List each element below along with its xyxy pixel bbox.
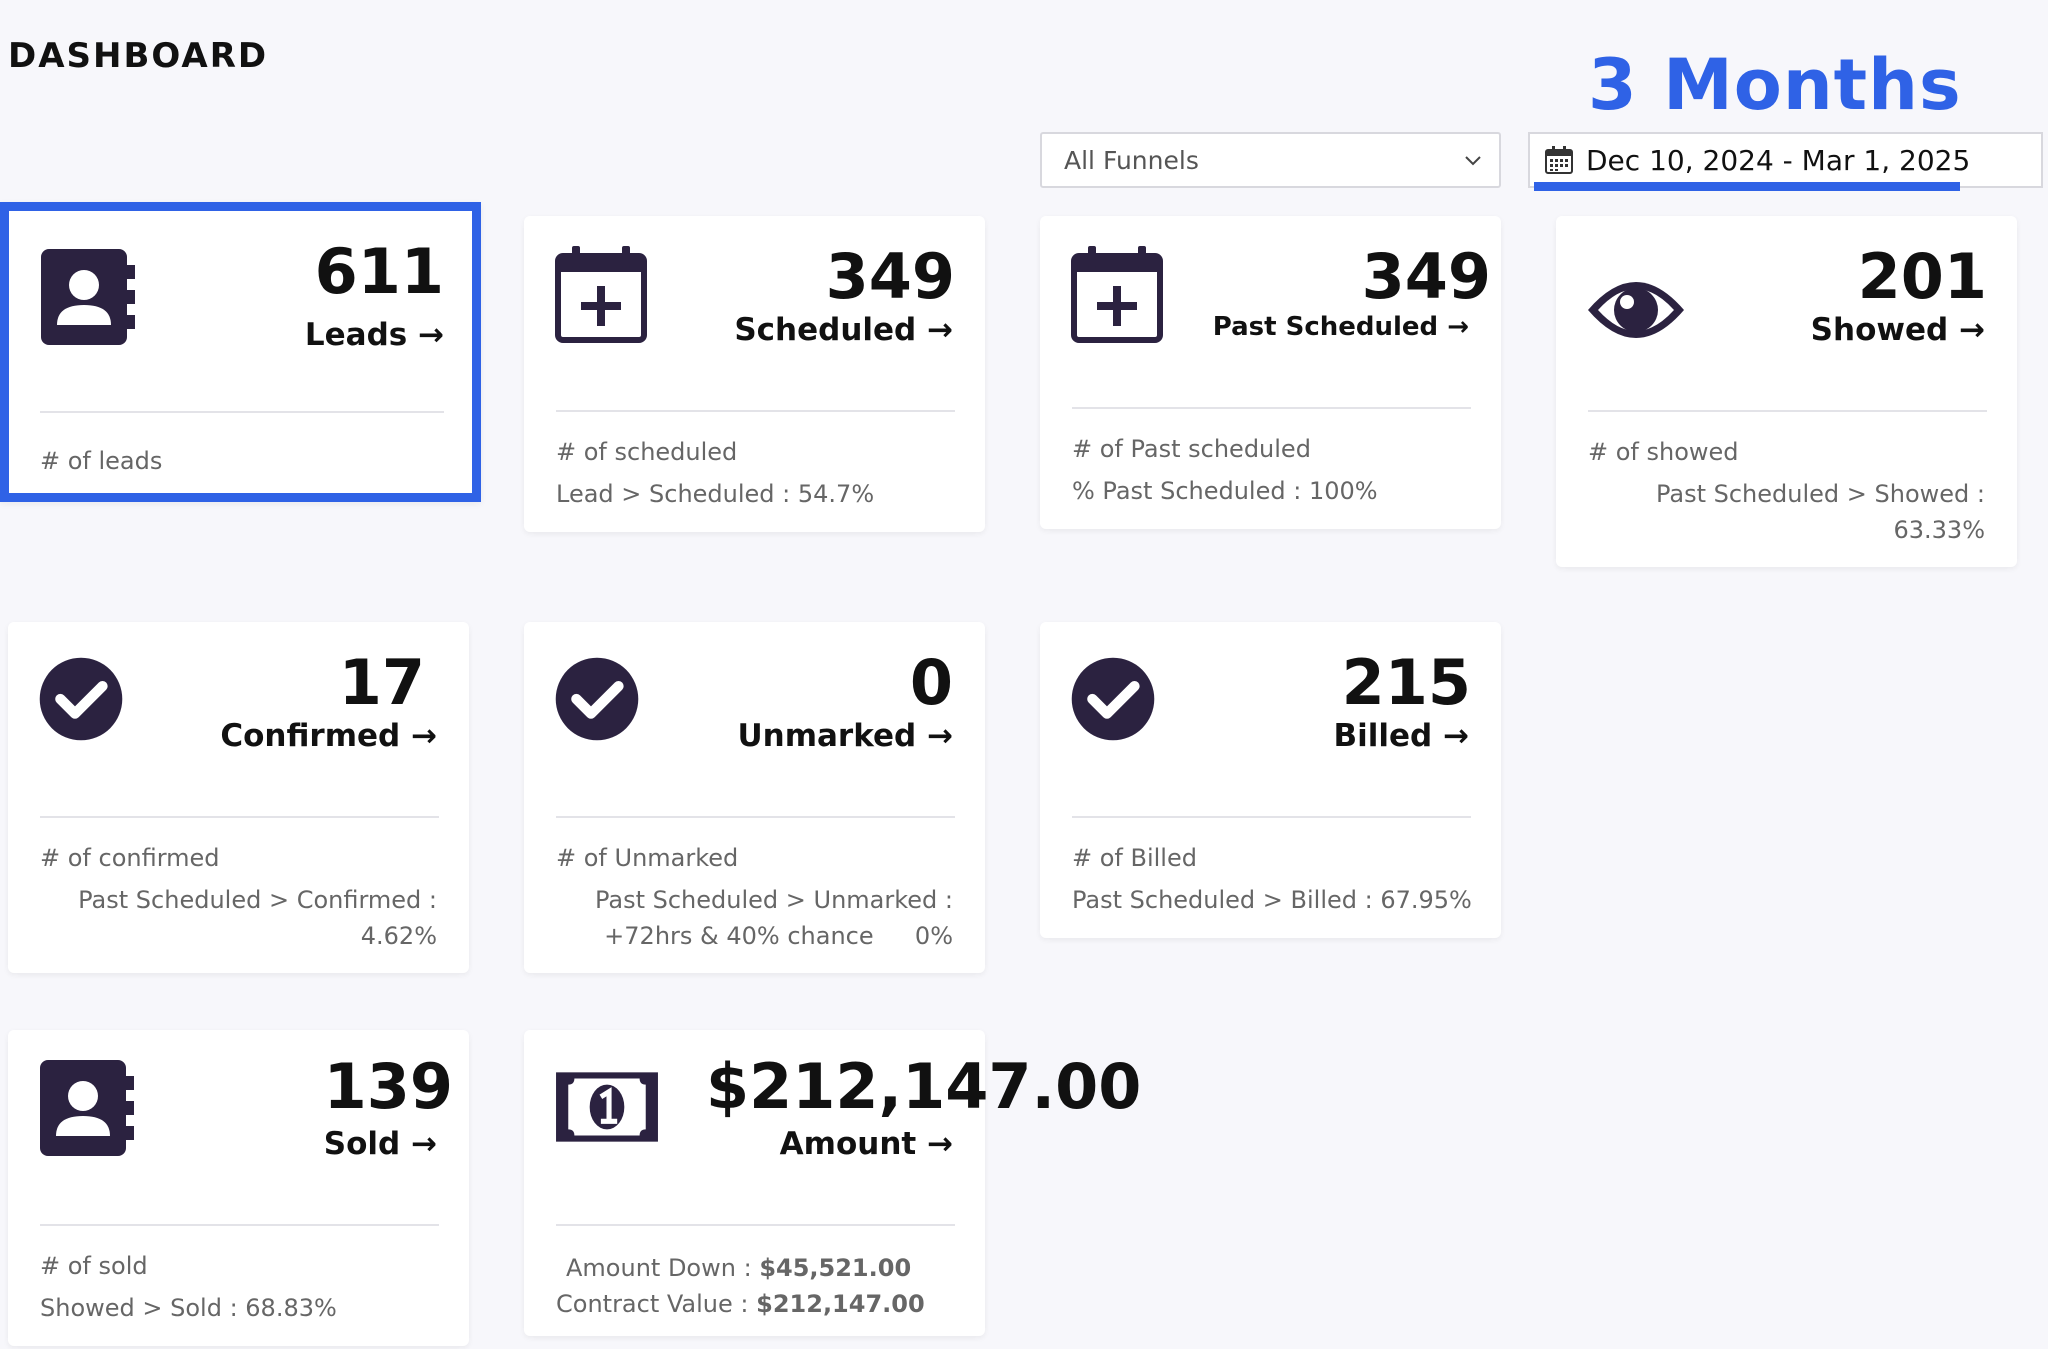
leads-count: 611	[314, 235, 444, 308]
divider	[40, 1224, 439, 1226]
unmarked-ratio-label: Past Scheduled > Unmarked :	[594, 886, 953, 914]
past-scheduled-count: 349	[1361, 240, 1491, 313]
amount-value: $212,147.00	[706, 1050, 1142, 1123]
check-circle-icon	[1071, 657, 1155, 741]
past-scheduled-link[interactable]: Past Scheduled →	[1212, 312, 1469, 342]
confirmed-count: 17	[338, 646, 425, 719]
unmarked-ratio-line2: +72hrs & 40% chance 0%	[595, 918, 953, 954]
dollar-bill-icon	[556, 1072, 658, 1142]
divider	[40, 816, 439, 818]
showed-link[interactable]: Showed →	[1810, 312, 1985, 348]
sold-caption: # of sold	[40, 1252, 148, 1280]
page-title: DASHBOARD	[8, 36, 269, 76]
divider	[1588, 410, 1987, 412]
divider	[556, 816, 955, 818]
divider	[40, 411, 444, 413]
amount-down-value: $45,521.00	[759, 1254, 912, 1282]
date-range-value: Dec 10, 2024 - Mar 1, 2025	[1586, 143, 1971, 177]
billed-caption: # of Billed	[1072, 844, 1197, 872]
check-circle-icon	[555, 657, 639, 741]
card-billed[interactable]: 215 Billed → # of Billed Past Scheduled …	[1040, 622, 1501, 938]
card-scheduled[interactable]: 349 Scheduled → # of scheduled Lead > Sc…	[524, 216, 985, 532]
confirmed-ratio: Past Scheduled > Confirmed : 4.62%	[78, 882, 437, 954]
contract-value-amount: $212,147.00	[756, 1290, 925, 1318]
amount-down-row: Amount Down : $45,521.00	[556, 1250, 925, 1286]
contract-value-label: Contract Value :	[556, 1290, 749, 1318]
billed-count: 215	[1341, 646, 1471, 719]
showed-ratio-label: Past Scheduled > Showed :	[1655, 480, 1985, 508]
chevron-down-icon	[1465, 156, 1481, 166]
leads-link[interactable]: Leads →	[304, 317, 444, 353]
contact-book-icon	[41, 249, 135, 345]
divider	[556, 410, 955, 412]
billed-link[interactable]: Billed →	[1333, 718, 1470, 754]
calendar-plus-icon	[555, 246, 647, 343]
card-confirmed[interactable]: 17 Confirmed → # of confirmed Past Sched…	[8, 622, 469, 973]
contract-value-row: Contract Value : $212,147.00	[556, 1286, 925, 1322]
confirmed-ratio-label: Past Scheduled > Confirmed :	[78, 886, 437, 914]
amount-details: Amount Down : $45,521.00 Contract Value …	[556, 1250, 925, 1322]
divider	[556, 1224, 955, 1226]
showed-caption: # of showed	[1588, 438, 1739, 466]
past-scheduled-ratio: % Past Scheduled : 100%	[1072, 477, 1378, 505]
confirmed-link[interactable]: Confirmed →	[220, 718, 437, 754]
unmarked-ratio: Past Scheduled > Unmarked : +72hrs & 40%…	[595, 882, 953, 954]
sold-link[interactable]: Sold →	[323, 1126, 437, 1162]
calendar-plus-icon	[1071, 246, 1163, 343]
funnel-select[interactable]: All Funnels	[1040, 132, 1501, 188]
divider	[1072, 407, 1471, 409]
showed-count: 201	[1857, 240, 1987, 313]
funnel-select-value: All Funnels	[1064, 145, 1199, 175]
unmarked-chance-text: +72hrs & 40% chance	[604, 922, 874, 950]
confirmed-ratio-value: 4.62%	[360, 922, 437, 950]
scheduled-caption: # of scheduled	[556, 438, 738, 466]
past-scheduled-caption: # of Past scheduled	[1072, 435, 1311, 463]
annotation-label: 3 Months	[1588, 44, 1962, 126]
scheduled-count: 349	[825, 240, 955, 313]
card-past-scheduled[interactable]: 349 Past Scheduled → # of Past scheduled…	[1040, 216, 1501, 529]
contact-book-icon	[40, 1060, 134, 1156]
leads-caption: # of leads	[40, 447, 163, 475]
scheduled-ratio: Lead > Scheduled : 54.7%	[556, 480, 875, 508]
calendar-icon	[1545, 146, 1573, 174]
unmarked-count: 0	[909, 646, 953, 719]
sold-count: 139	[323, 1050, 453, 1123]
card-leads[interactable]: 611 Leads → # of leads	[0, 202, 481, 502]
scheduled-link[interactable]: Scheduled →	[734, 312, 953, 348]
eye-icon	[1588, 282, 1684, 338]
divider	[1072, 816, 1471, 818]
unmarked-ratio-value: 0%	[914, 922, 953, 950]
check-circle-icon	[39, 657, 123, 741]
showed-ratio: Past Scheduled > Showed : 63.33%	[1656, 476, 1985, 548]
card-sold[interactable]: 139 Sold → # of sold Showed > Sold : 68.…	[8, 1030, 469, 1346]
amount-link[interactable]: Amount →	[779, 1126, 953, 1162]
billed-ratio: Past Scheduled > Billed : 67.95%	[1072, 886, 1472, 914]
unmarked-caption: # of Unmarked	[556, 844, 739, 872]
card-unmarked[interactable]: 0 Unmarked → # of Unmarked Past Schedule…	[524, 622, 985, 973]
confirmed-caption: # of confirmed	[40, 844, 220, 872]
card-amount[interactable]: $212,147.00 Amount → Amount Down : $45,5…	[524, 1030, 1141, 1336]
card-showed[interactable]: 201 Showed → # of showed Past Scheduled …	[1556, 216, 2017, 567]
date-range-underline	[1534, 182, 1960, 191]
sold-ratio: Showed > Sold : 68.83%	[40, 1294, 337, 1322]
showed-ratio-value: 63.33%	[1893, 516, 1985, 544]
date-range-picker[interactable]: Dec 10, 2024 - Mar 1, 2025	[1528, 132, 2043, 188]
unmarked-link[interactable]: Unmarked →	[737, 718, 953, 754]
amount-down-label: Amount Down :	[566, 1254, 752, 1282]
